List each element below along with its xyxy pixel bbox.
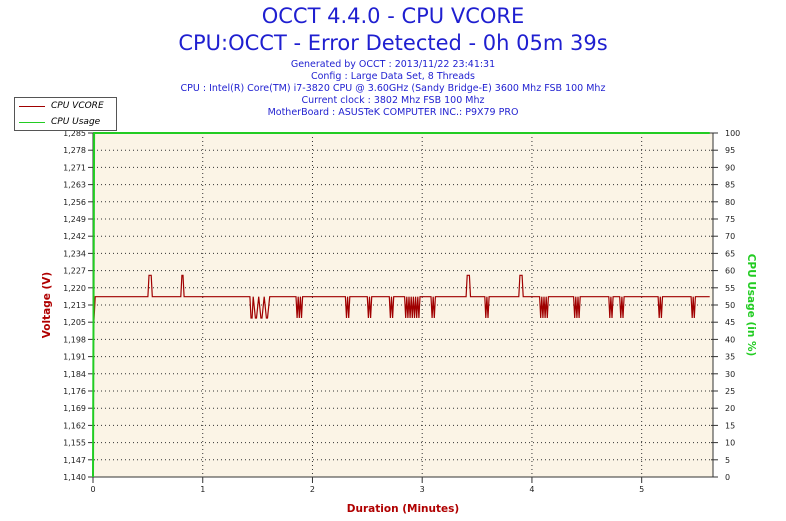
y2-tick-label: 80: [725, 198, 735, 207]
y-tick-label: 1,242: [63, 232, 86, 241]
y-tick-label: 1,147: [63, 456, 86, 465]
x-tick-label: 5: [639, 485, 644, 494]
legend-swatch-vcore: [19, 105, 45, 107]
y-tick-label: 1,155: [63, 439, 86, 448]
y2-tick-label: 50: [725, 301, 735, 310]
info-clock: Current clock : 3802 Mhz FSB 100 Mhz: [301, 95, 485, 106]
y-tick-label: 1,198: [63, 335, 86, 344]
x-axis-title: Duration (Minutes): [347, 503, 459, 515]
chart-title: OCCT 4.4.0 - CPU VCORE: [261, 4, 525, 28]
x-tick-label: 1: [200, 485, 205, 494]
y2-tick-label: 30: [725, 370, 735, 379]
y-tick-label: 1,169: [63, 404, 86, 413]
y-tick-label: 1,184: [63, 370, 86, 379]
y2-tick-label: 10: [725, 439, 735, 448]
x-tick-label: 3: [420, 485, 425, 494]
info-cpu: CPU : Intel(R) Core(TM) i7-3820 CPU @ 3.…: [180, 83, 606, 94]
y-tick-label: 1,263: [63, 181, 86, 190]
y2-tick-label: 20: [725, 404, 735, 413]
x-tick-label: 2: [310, 485, 315, 494]
y2-tick-label: 35: [725, 353, 735, 362]
y-tick-label: 1,285: [63, 129, 86, 138]
chart-subtitle: CPU:OCCT - Error Detected - 0h 05m 39s: [178, 31, 608, 55]
chart-legend: CPU VCORE CPU Usage: [14, 97, 117, 131]
y2-tick-label: 90: [725, 163, 735, 172]
y-tick-label: 1,227: [63, 267, 86, 276]
y-tick-label: 1,191: [63, 353, 86, 362]
info-config: Config : Large Data Set, 8 Threads: [310, 71, 476, 82]
y2-tick-label: 75: [725, 215, 735, 224]
y2-tick-label: 45: [725, 318, 735, 327]
y-tick-label: 1,271: [63, 163, 86, 172]
y2-tick-label: 15: [725, 421, 735, 430]
info-generated: Generated by OCCT : 2013/11/22 23:41:31: [290, 59, 496, 70]
y-tick-label: 1,234: [63, 249, 86, 258]
info-motherboard: MotherBoard : ASUSTeK COMPUTER INC.: P9X…: [267, 107, 519, 118]
y-tick-label: 1,249: [63, 215, 86, 224]
y2-tick-label: 100: [725, 129, 740, 138]
series-line-vcore: [92, 274, 710, 340]
y-tick-label: 1,176: [63, 387, 86, 396]
y2-tick-label: 0: [725, 473, 730, 482]
legend-label-vcore: CPU VCORE: [51, 101, 104, 111]
y-tick-label: 1,205: [63, 318, 86, 327]
x-tick-label: 0: [90, 485, 95, 494]
y-tick-label: 1,278: [63, 146, 86, 155]
y-tick-label: 1,162: [63, 421, 86, 430]
y-axis-title: Voltage (V): [41, 272, 53, 339]
y-tick-label: 1,213: [63, 301, 86, 310]
y2-tick-label: 60: [725, 267, 735, 276]
y2-tick-label: 85: [725, 181, 735, 190]
y2-axis-title: CPU Usage (in %): [745, 254, 757, 357]
y-tick-label: 1,220: [63, 284, 86, 293]
y-tick-label: 1,256: [63, 198, 86, 207]
y2-tick-label: 55: [725, 284, 735, 293]
y2-tick-label: 70: [725, 232, 735, 241]
legend-label-usage: CPU Usage: [51, 117, 101, 127]
y2-tick-label: 25: [725, 387, 735, 396]
y2-tick-label: 5: [725, 456, 730, 465]
y-tick-label: 1,140: [63, 473, 86, 482]
legend-item-usage: CPU Usage: [19, 115, 100, 129]
legend-swatch-usage: [19, 121, 45, 123]
legend-item-vcore: CPU VCORE: [19, 99, 104, 113]
series-line-usage: [92, 132, 710, 478]
y2-tick-label: 95: [725, 146, 735, 155]
y2-tick-label: 40: [725, 335, 735, 344]
x-tick-label: 4: [529, 485, 534, 494]
y2-tick-label: 65: [725, 249, 735, 258]
